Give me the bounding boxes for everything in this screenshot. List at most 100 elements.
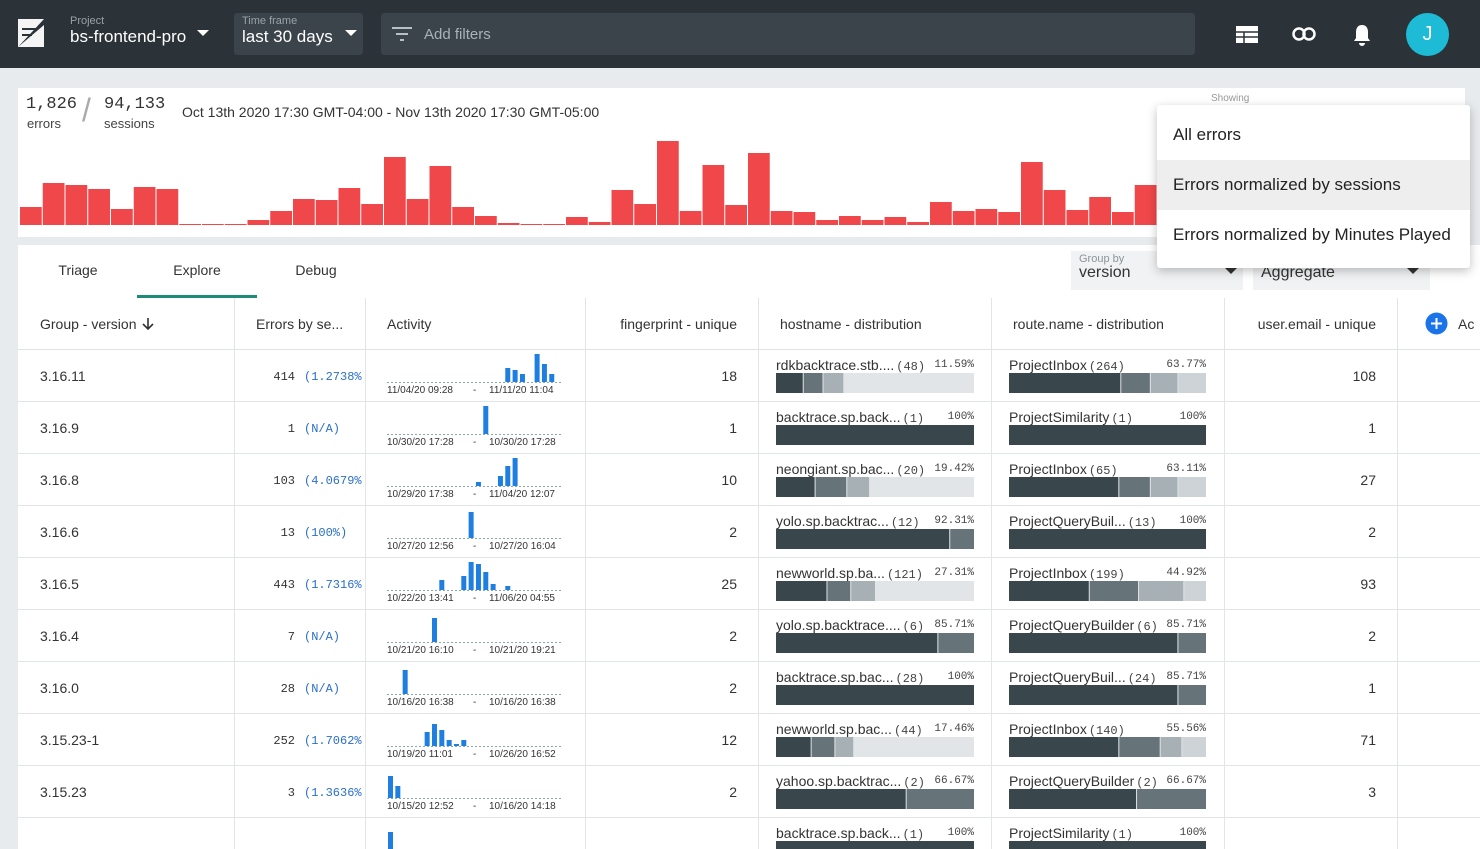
- distribution-name: ProjectSimilarity (1): [1009, 825, 1133, 842]
- version[interactable]: 3.15.23: [40, 784, 87, 800]
- header-divider: [18, 349, 1480, 350]
- distribution-bar: [776, 789, 974, 809]
- sessions-label: sessions: [104, 116, 155, 131]
- error-rate: (1.7316%): [304, 578, 364, 592]
- add-column-icon[interactable]: [1425, 312, 1448, 335]
- filter-input[interactable]: Add filters: [424, 26, 491, 43]
- distribution-segment: [1139, 581, 1184, 601]
- column-header[interactable]: fingerprint - unique: [620, 316, 737, 332]
- histogram-bar: [975, 209, 998, 225]
- aggregate-value: Aggregate: [1261, 264, 1335, 281]
- distribution-segment: [1009, 633, 1178, 653]
- histogram-bar: [907, 222, 929, 225]
- column-header[interactable]: Errors by se...: [256, 316, 344, 332]
- version[interactable]: 3.16.5: [40, 576, 79, 592]
- version[interactable]: 3.15.23-1: [40, 732, 100, 748]
- distribution-segment: [1009, 529, 1206, 549]
- distribution-segment: [776, 841, 974, 849]
- column-header[interactable]: Ac: [1458, 316, 1475, 332]
- sparkline-bar: [446, 740, 452, 746]
- distribution-segment: [776, 373, 803, 393]
- distribution-count: (1): [1111, 412, 1133, 426]
- distribution-segment: [776, 529, 950, 549]
- histogram-bar: [406, 199, 429, 225]
- table: [18, 298, 1480, 849]
- sparkline-bar: [439, 730, 445, 746]
- sparkline: [388, 832, 393, 849]
- sparkline-bar: [453, 744, 459, 746]
- distribution-count: (6): [902, 620, 925, 634]
- distribution-count: (1): [1111, 828, 1133, 842]
- distribution-bar: [1009, 789, 1206, 809]
- layout-icon[interactable]: [1236, 26, 1258, 43]
- distribution-name: backtrace.sp.back... (1): [776, 825, 925, 842]
- fingerprint-unique: 2: [729, 628, 737, 644]
- column-header[interactable]: Group - version: [40, 316, 137, 332]
- tab[interactable]: Triage: [58, 262, 98, 278]
- distribution-bar: [1009, 737, 1206, 757]
- histogram-bar: [770, 211, 793, 225]
- distribution-name: ProjectQueryBuilder (2): [1009, 773, 1158, 790]
- caret: [1407, 268, 1419, 274]
- histogram-bar: [657, 141, 679, 225]
- filter-box[interactable]: [381, 13, 1195, 55]
- distribution-segment: [1009, 841, 1206, 849]
- sparkline-bar: [490, 584, 496, 590]
- version[interactable]: 3.16.6: [40, 524, 79, 540]
- activity-end: 10/16/20 16:38: [489, 697, 556, 708]
- timeframe-value[interactable]: last 30 days: [242, 27, 333, 46]
- fingerprint-unique: 2: [729, 524, 737, 540]
- histogram-bar: [202, 224, 224, 225]
- distribution-segment: [776, 737, 811, 757]
- distribution-name: rdkbacktrace.stb.... (48): [776, 357, 926, 374]
- activity-end: 10/26/20 16:52: [489, 749, 556, 760]
- distribution-name: neongiant.sp.bac... (20): [776, 461, 926, 478]
- distribution-name: yahoo.sp.backtrac... (2): [776, 773, 925, 790]
- avatar[interactable]: J: [1406, 13, 1449, 56]
- distribution-bar: [1009, 685, 1206, 705]
- histogram-bar: [361, 204, 383, 225]
- link-icon[interactable]: [1292, 26, 1316, 42]
- distribution-pct: 100%: [947, 411, 974, 423]
- bell-icon[interactable]: [1353, 24, 1371, 46]
- distribution-segment: [776, 477, 815, 497]
- menu-label: Showing: [1211, 93, 1250, 104]
- timeframe-box[interactable]: [234, 13, 363, 55]
- distribution-bar: [1009, 581, 1206, 601]
- version[interactable]: 3.16.8: [40, 472, 79, 488]
- tab[interactable]: Explore: [173, 262, 221, 278]
- distribution-segment: [851, 581, 875, 601]
- project-select[interactable]: bs-frontend-pro: [70, 27, 187, 46]
- distribution-name: newworld.sp.ba... (121): [776, 565, 923, 582]
- column-header[interactable]: hostname - distribution: [780, 316, 922, 332]
- menu-option[interactable]: All errors: [1157, 110, 1470, 160]
- version[interactable]: 3.16.4: [40, 628, 79, 644]
- menu-option[interactable]: Errors normalized by sessions: [1157, 160, 1470, 210]
- sparkline-bar: [505, 466, 511, 486]
- error-count: 1: [287, 422, 295, 436]
- version[interactable]: 3.16.11: [40, 368, 86, 384]
- distribution-pct: 19.42%: [934, 463, 974, 475]
- sparkline-bar: [461, 576, 467, 590]
- distribution-bar: [1009, 425, 1206, 445]
- caret-shape: [1225, 268, 1237, 274]
- version[interactable]: 3.16.0: [40, 680, 79, 696]
- column-header[interactable]: user.email - unique: [1257, 316, 1376, 332]
- menu-option[interactable]: Errors normalized by Minutes Played: [1157, 210, 1470, 260]
- sparkline-bar: [497, 476, 503, 486]
- error-rate: (1.2738%): [304, 370, 364, 384]
- column-header[interactable]: Activity: [387, 316, 432, 332]
- distribution-name: backtrace.sp.bac... (28): [776, 669, 925, 686]
- distribution-segment: [1178, 633, 1206, 653]
- column-header[interactable]: route.name - distribution: [1013, 316, 1164, 332]
- histogram-bar: [42, 183, 65, 225]
- histogram-bar: [998, 212, 1020, 225]
- distribution-count: (140): [1088, 724, 1125, 738]
- version[interactable]: 3.16.9: [40, 420, 79, 436]
- tab[interactable]: Debug: [295, 262, 337, 278]
- distribution-segment: [823, 373, 844, 393]
- filter-icon: [392, 27, 412, 41]
- distribution-count: (44): [893, 724, 923, 738]
- logo[interactable]: [16, 17, 46, 49]
